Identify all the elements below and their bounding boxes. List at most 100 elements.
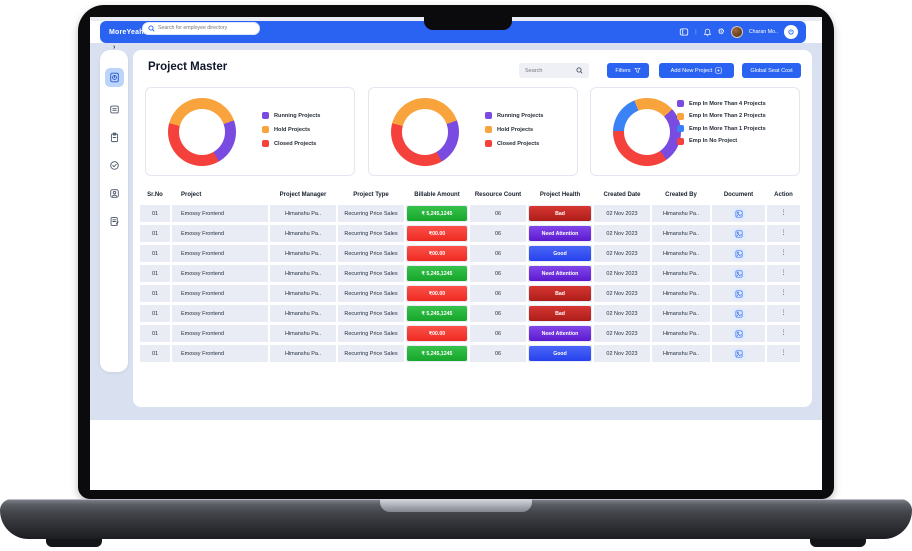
document-file-icon[interactable] [732,207,745,220]
project-health-badge: Need Attention [529,326,591,341]
cell-project-health: Good [528,245,592,262]
cell-project-health: Bad [528,205,592,222]
cell-created-by: Himanshu Pa.. [652,205,710,222]
project-health-badge: Need Attention [529,226,591,241]
table-row[interactable]: 01 Emossy Frontend Himanshu Pa.. Recurri… [140,305,800,322]
filters-button[interactable]: Filters [607,63,649,78]
cell-resource-count: 06 [470,225,526,242]
cell-created-by: Himanshu Pa.. [652,345,710,362]
legend-label: Emp In More Than 2 Projects [689,113,766,119]
cell-project: Emossy Frontend [172,225,268,242]
row-actions-kebab-icon[interactable]: ⋮ [780,209,787,217]
cell-document [712,265,765,282]
cell-project-type: Recurring Price Sales [338,305,404,322]
cell-action: ⋮ [767,225,800,242]
table-row[interactable]: 01 Emossy Frontend Himanshu Pa.. Recurri… [140,265,800,282]
global-search-input[interactable] [158,25,254,31]
cell-document [712,225,765,242]
table-row[interactable]: 01 Emossy Frontend Himanshu Pa.. Recurri… [140,345,800,362]
main-panel: Project Master Filters Add New Project [133,50,812,407]
cell-project-health: Bad [528,285,592,302]
row-actions-kebab-icon[interactable]: ⋮ [780,229,787,237]
row-actions-kebab-icon[interactable]: ⋮ [780,249,787,257]
donut-chart [391,98,459,166]
table-row[interactable]: 01 Emossy Frontend Himanshu Pa.. Recurri… [140,285,800,302]
document-file-icon[interactable] [732,227,745,240]
cell-action: ⋮ [767,265,800,282]
cell-created-date: 02 Nov 2023 [594,325,650,342]
document-file-icon[interactable] [732,247,745,260]
column-header: Resource Count [470,186,526,204]
sidebar-collapse-chevron[interactable]: › [113,44,116,51]
table-row[interactable]: 01 Emossy Frontend Himanshu Pa.. Recurri… [140,245,800,262]
cell-resource-count: 06 [470,325,526,342]
sidebar-item-project-master[interactable] [104,68,124,87]
table-search-input[interactable] [525,67,576,74]
page-title: Project Master [148,61,228,73]
document-file-icon[interactable] [732,307,745,320]
cell-sr-no: 01 [140,245,170,262]
cell-project-health: Need Attention [528,325,592,342]
logout-power-icon[interactable] [784,25,798,39]
panel-toggle-icon[interactable] [679,27,689,37]
table-header: Sr.No Project Project Manager Project Type B… [140,186,800,204]
cell-project-type: Recurring Price Sales [338,285,404,302]
document-file-icon[interactable] [732,267,745,280]
billable-amount-badge: ₹00.00 [407,286,467,301]
notes-icon [109,105,119,114]
legend-item: Emp In More Than 1 Projects [677,125,766,132]
row-actions-kebab-icon[interactable]: ⋮ [780,349,787,357]
sidebar-item-clipboard[interactable] [105,128,124,147]
column-header: Sr.No [140,186,170,204]
table-row[interactable]: 01 Emossy Frontend Himanshu Pa.. Recurri… [140,205,800,222]
sidebar-item-notes[interactable] [105,100,124,119]
cell-project-type: Recurring Price Sales [338,225,404,242]
cell-created-date: 02 Nov 2023 [594,225,650,242]
document-file-icon[interactable] [732,287,745,300]
cell-project-type: Recurring Price Sales [338,245,404,262]
document-file-icon[interactable] [732,327,745,340]
cell-project-manager: Himanshu Pa.. [270,265,336,282]
user-avatar[interactable] [730,26,743,38]
billable-amount-badge: ₹ 5,245,1245 [407,266,467,281]
legend-item: Emp In No Project [677,137,766,145]
cell-sr-no: 01 [140,325,170,342]
cell-created-date: 02 Nov 2023 [594,245,650,262]
row-actions-kebab-icon[interactable]: ⋮ [780,269,787,277]
table-row[interactable]: 01 Emossy Frontend Himanshu Pa.. Recurri… [140,325,800,342]
legend-label: Hold Projects [274,126,311,133]
legend-item: Closed Projects [485,140,543,147]
sidebar-item-employees[interactable] [105,184,124,203]
cell-project-manager: Himanshu Pa.. [270,245,336,262]
cell-document [712,205,765,222]
document-file-icon[interactable] [732,347,745,360]
row-actions-kebab-icon[interactable]: ⋮ [780,329,787,337]
cell-project: Emossy Frontend [172,245,268,262]
legend-swatch [677,137,684,145]
table-search[interactable] [519,63,589,78]
chart-legend: Running Projects Hold Projects Closed Proj… [485,112,543,147]
legend-item: Hold Projects [262,126,320,133]
cell-resource-count: 06 [470,245,526,262]
column-header: Project [172,186,268,204]
table-row[interactable]: 01 Emossy Frontend Himanshu Pa.. Recurri… [140,225,800,242]
settings-gear-icon[interactable]: ⚙ [717,27,725,36]
cell-resource-count: 06 [470,265,526,282]
row-actions-kebab-icon[interactable]: ⋮ [780,289,787,297]
global-seat-cost-button[interactable]: Global Seat Cost [742,63,801,78]
cell-project-type: Recurring Price Sales [338,345,404,362]
chart-legend: Emp In More Than 4 Projects Emp In More T… [677,100,766,145]
sidebar-item-approvals[interactable] [105,156,124,175]
global-search[interactable] [142,21,260,35]
plus-square-icon [715,67,722,74]
notifications-bell-icon[interactable] [703,28,712,37]
cell-created-by: Himanshu Pa.. [652,305,710,322]
legend-label: Emp In No Project [689,138,738,144]
search-icon [148,24,155,32]
row-actions-kebab-icon[interactable]: ⋮ [780,309,787,317]
add-new-project-button[interactable]: Add New Project [659,63,734,78]
legend-swatch [262,140,269,147]
camera-notch [424,17,512,30]
sidebar-item-reports[interactable] [105,212,124,231]
